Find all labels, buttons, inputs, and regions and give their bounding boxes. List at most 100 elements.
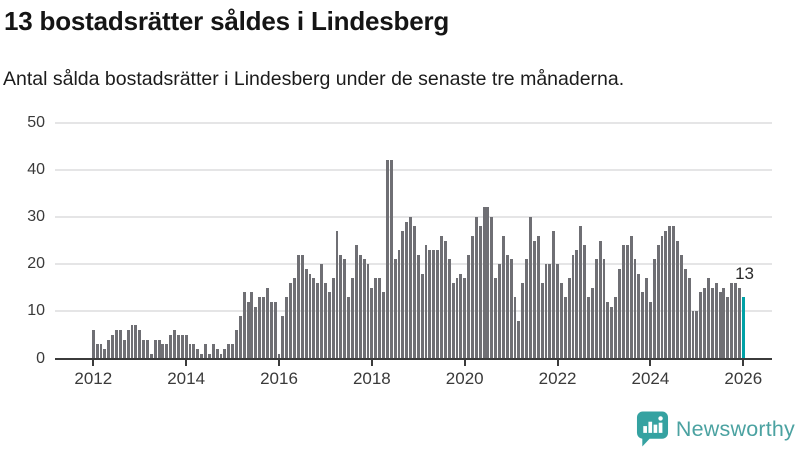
bar bbox=[362, 259, 366, 359]
bar bbox=[107, 339, 111, 359]
bar bbox=[184, 334, 188, 359]
gridline-30 bbox=[55, 215, 772, 218]
bar bbox=[637, 273, 641, 359]
bar bbox=[509, 259, 513, 359]
y-tick-label-10: 10 bbox=[27, 302, 45, 320]
bar bbox=[300, 254, 304, 359]
bar bbox=[451, 282, 455, 359]
bar bbox=[351, 278, 354, 359]
bar bbox=[540, 282, 544, 359]
bar bbox=[227, 344, 231, 359]
bar bbox=[219, 353, 223, 359]
chart-subtitle: Antal sålda bostadsrätter i Lindesberg u… bbox=[3, 68, 625, 90]
x-tick-label-2016: 2016 bbox=[260, 369, 298, 388]
bar bbox=[683, 268, 687, 359]
bar bbox=[397, 249, 401, 359]
bar bbox=[641, 292, 645, 359]
bar bbox=[304, 268, 308, 359]
bar bbox=[153, 339, 157, 359]
bar bbox=[115, 330, 118, 359]
bar bbox=[382, 292, 385, 359]
bar bbox=[180, 334, 184, 359]
bar bbox=[122, 339, 126, 359]
bar bbox=[656, 245, 660, 359]
bar bbox=[308, 273, 312, 359]
bar bbox=[207, 353, 211, 359]
x-tick-label-2026: 2026 bbox=[724, 369, 763, 388]
x-tick-2018 bbox=[370, 360, 373, 367]
bar bbox=[420, 273, 424, 359]
bar bbox=[223, 349, 227, 359]
bar bbox=[532, 240, 536, 359]
bar bbox=[196, 349, 200, 359]
page-title: 13 bostadsrätter såldes i Lindesberg bbox=[4, 6, 450, 36]
bar bbox=[316, 282, 320, 359]
bar bbox=[583, 245, 587, 359]
bar bbox=[358, 254, 362, 359]
bar bbox=[293, 278, 296, 359]
bar bbox=[327, 292, 331, 359]
bar bbox=[726, 297, 730, 359]
bar bbox=[645, 278, 648, 359]
bar bbox=[556, 264, 560, 359]
bar bbox=[521, 282, 525, 359]
bar bbox=[567, 278, 571, 359]
bar bbox=[335, 231, 339, 359]
bar bbox=[323, 282, 327, 359]
newsworthy-wordmark: Newsworthy bbox=[675, 416, 795, 441]
bar bbox=[130, 325, 134, 359]
x-tick-2020 bbox=[463, 360, 466, 367]
bar bbox=[99, 344, 103, 359]
bar bbox=[296, 254, 300, 359]
gridline-50 bbox=[55, 121, 772, 124]
bar bbox=[529, 216, 532, 359]
bar bbox=[668, 226, 672, 359]
bar bbox=[91, 330, 95, 359]
x-tick-label-2014: 2014 bbox=[167, 369, 206, 388]
bar bbox=[695, 311, 699, 359]
bar bbox=[370, 287, 374, 359]
bar bbox=[250, 292, 254, 359]
bar bbox=[95, 344, 99, 359]
bar bbox=[594, 259, 598, 359]
bar bbox=[320, 264, 323, 359]
bar bbox=[262, 297, 265, 359]
y-tick-label-20: 20 bbox=[27, 255, 45, 273]
x-tick-label-2024: 2024 bbox=[631, 369, 670, 388]
bar bbox=[544, 264, 548, 359]
bar bbox=[281, 316, 285, 359]
bar bbox=[710, 287, 714, 359]
bar bbox=[165, 344, 169, 359]
bar bbox=[467, 254, 471, 359]
bar bbox=[277, 353, 281, 359]
bar bbox=[579, 226, 583, 359]
bar bbox=[610, 306, 614, 359]
bar bbox=[378, 278, 382, 359]
bar bbox=[393, 259, 397, 359]
bar bbox=[455, 278, 459, 359]
bar bbox=[730, 282, 734, 359]
bar-chart: 0 10 20 30 40 50 2012 2014 2016 2018 2020 2022 2024… bbox=[27, 114, 772, 388]
bar bbox=[173, 330, 176, 359]
bar bbox=[552, 231, 556, 359]
bar bbox=[389, 160, 393, 359]
x-tick-2012 bbox=[92, 360, 95, 367]
bar bbox=[618, 268, 621, 359]
bar bbox=[146, 339, 149, 359]
y-tick-label-40: 40 bbox=[27, 160, 45, 178]
bar bbox=[142, 339, 146, 359]
bar bbox=[471, 235, 474, 359]
bar bbox=[354, 245, 358, 359]
bar bbox=[575, 249, 579, 359]
bar bbox=[691, 311, 695, 359]
bar bbox=[258, 297, 262, 359]
bar bbox=[633, 259, 637, 359]
bar bbox=[513, 297, 517, 359]
bar bbox=[648, 301, 652, 359]
x-tick-2022 bbox=[556, 360, 559, 367]
bar bbox=[138, 330, 142, 359]
bar bbox=[625, 245, 629, 359]
bar bbox=[598, 240, 602, 359]
bar bbox=[664, 231, 668, 359]
x-tick-label-2018: 2018 bbox=[352, 369, 391, 388]
